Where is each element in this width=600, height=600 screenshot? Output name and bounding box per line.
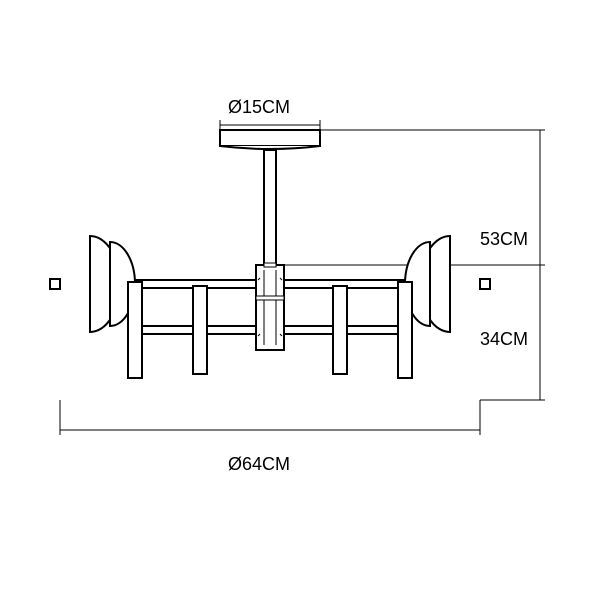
canopy xyxy=(220,130,320,146)
stem xyxy=(264,150,276,265)
label-total-height: 53CM xyxy=(480,229,528,249)
label-overall-width: Ø64CM xyxy=(228,454,290,474)
canopy-curve xyxy=(220,146,320,149)
hub xyxy=(256,265,284,350)
cap-stub-0 xyxy=(50,279,60,289)
stem-collar xyxy=(264,263,276,267)
technical-drawing: Ø15CM 53CM 34CM Ø64CM xyxy=(0,0,600,600)
hub-band xyxy=(256,296,284,300)
cap-row2-inner-0 xyxy=(193,286,207,374)
label-fixture-height: 34CM xyxy=(480,329,528,349)
label-canopy-width: Ø15CM xyxy=(228,97,290,117)
cap-stub-2 xyxy=(480,279,490,289)
cap-row2-outer-0 xyxy=(128,282,142,378)
cap-row2-inner-1 xyxy=(333,286,347,374)
cap-row2-outer-1 xyxy=(398,282,412,378)
